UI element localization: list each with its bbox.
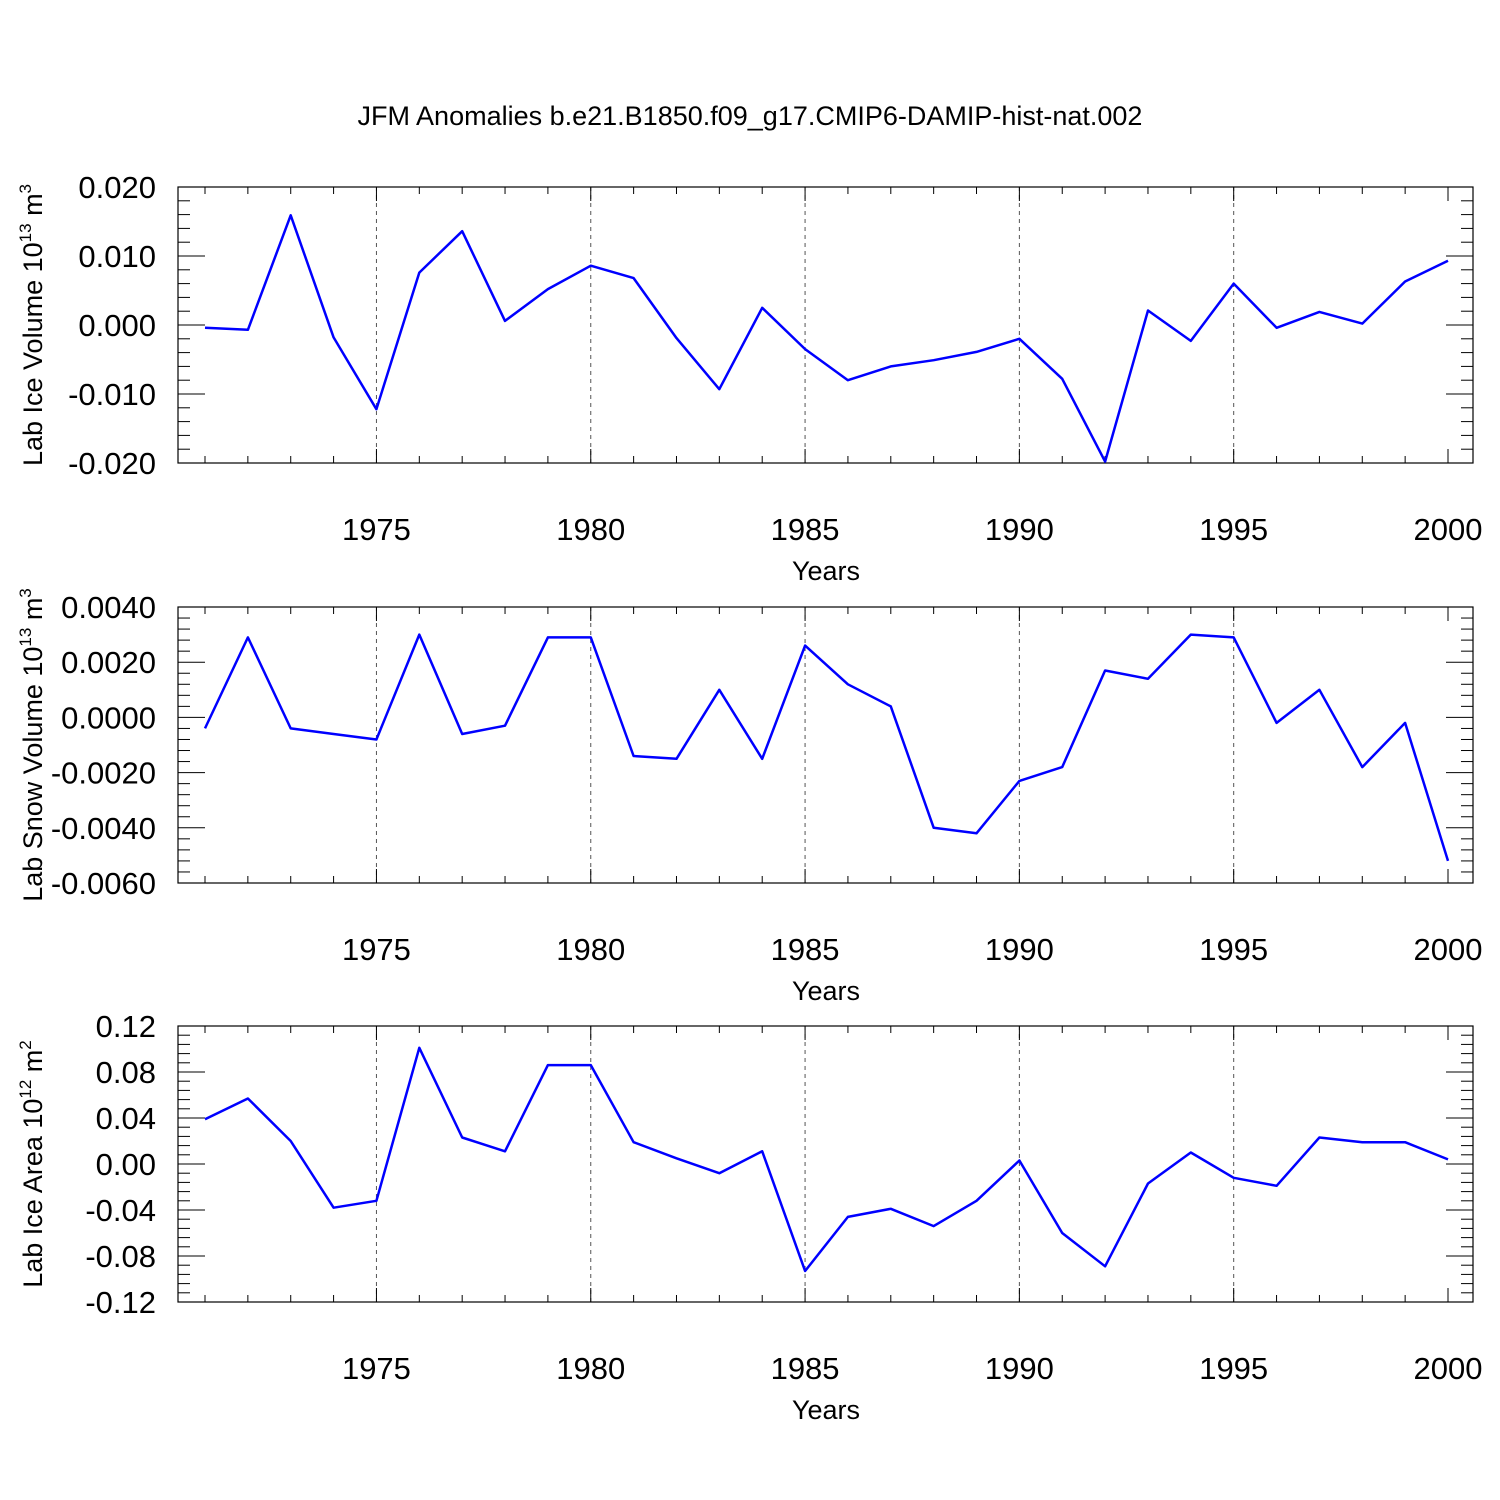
x-tick-label: 1980 [556,1351,625,1386]
y-tick-label: 0.12 [96,1009,156,1044]
series-line [204,1046,1449,1273]
y-tick-label: 0.00 [96,1147,156,1182]
x-tick-label: 1990 [985,1351,1054,1386]
y-axis-label: Lab Snow Volume 1013 m3 [16,588,48,902]
y-tick-label: 0.000 [78,308,156,343]
series-line [204,214,1449,463]
x-tick-label: 1975 [342,512,411,547]
y-tick-label: 0.08 [96,1055,156,1090]
x-tick-label: 1985 [771,512,840,547]
plot-frame [177,606,1474,884]
x-tick-label: 1980 [556,932,625,967]
x-tick-label: 1975 [342,932,411,967]
x-tick-label: 1985 [771,932,840,967]
y-tick-label: 0.0020 [61,645,156,680]
x-tick-label: 1990 [985,512,1054,547]
chart-panel-3: 1975 1980 1985 1990 1995 2000 0.12 0.08 0.04 0.00… [16,1009,1482,1425]
x-axis-label: Years [792,976,860,1006]
x-tick-label: 2000 [1414,512,1483,547]
x-tick-label: 2000 [1414,1351,1483,1386]
y-tick-label: 0.0000 [61,700,156,735]
x-tick-label: 1980 [556,512,625,547]
y-tick-label: -0.0020 [51,756,156,791]
y-tick-label: -0.12 [85,1285,156,1320]
y-tick-label: -0.010 [68,377,156,412]
x-tick-label: 1990 [985,932,1054,967]
chart-title: JFM Anomalies b.e21.B1850.f09_g17.CMIP6-… [358,101,1143,131]
chart-panel-2: 1975 1980 1985 1990 1995 2000 0.0040 0.0020 0.00… [16,588,1482,1006]
y-axis-label: Lab Ice Volume 1013 m3 [16,184,48,466]
x-tick-label: 1995 [1199,1351,1268,1386]
y-tick-label: -0.04 [85,1193,156,1228]
y-tick-label: -0.0060 [51,866,156,901]
x-tick-label: 1975 [342,1351,411,1386]
y-tick-label: -0.020 [68,446,156,481]
y-tick-label: 0.04 [96,1101,156,1136]
y-tick-label: 0.0040 [61,590,156,625]
chart-panel-1: 1975 1980 1985 1990 1995 2000 0.020 0.010 0.000 -… [16,170,1482,586]
x-tick-label: 1995 [1199,512,1268,547]
y-tick-label: 0.020 [78,170,156,205]
y-axis-label: Lab Ice Area 1012 m2 [16,1040,48,1288]
chart-panels: 1975 1980 1985 1990 1995 2000 0.020 0.010 0.000 -… [16,170,1482,1425]
x-tick-label: 1995 [1199,932,1268,967]
x-axis-label: Years [792,556,860,586]
x-axis-label: Years [792,1395,860,1425]
x-tick-label: 2000 [1414,932,1483,967]
x-tick-label: 1985 [771,1351,840,1386]
series-line [203,633,1450,862]
y-tick-label: -0.08 [85,1239,156,1274]
y-tick-label: -0.0040 [51,811,156,846]
y-tick-label: 0.010 [78,239,156,274]
